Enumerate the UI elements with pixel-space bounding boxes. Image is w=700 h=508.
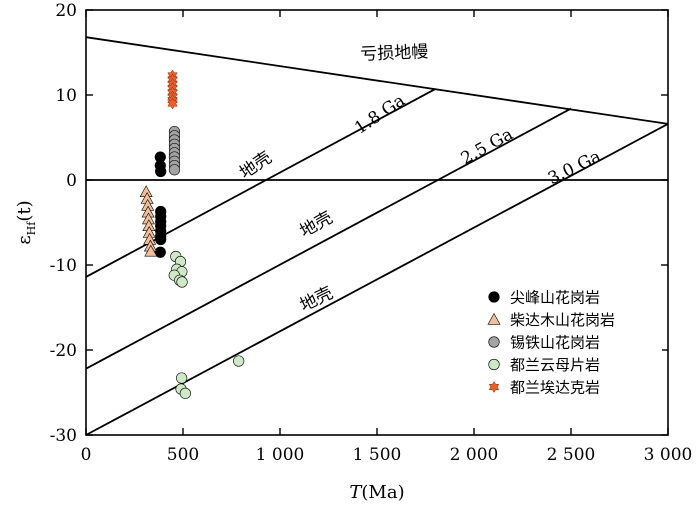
x-tick-label: 2 500 [547,445,596,465]
x-tick-label: 1 500 [353,445,402,465]
y-tick-label: 0 [66,171,77,191]
series-5 [167,69,178,110]
y-axis-title-sub: Hf [25,221,38,236]
legend-marker-3 [488,336,500,348]
legend-label-3: 锡铁山花岗岩 [510,334,600,352]
data-point [176,372,188,384]
x-axis-title: T(Ma) [349,482,404,503]
y-tick-label: -10 [50,256,77,276]
x-tick-label: 500 [167,445,199,465]
x-axis-title-main: T [349,482,363,503]
legend-marker-5 [488,381,500,393]
data-point [154,246,166,258]
data-point [167,97,178,110]
y-axis-title-main: ε [14,235,35,244]
annotation-1-8-ga: 1.8 Ga [351,91,409,139]
y-axis-title-rest: (t) [14,200,35,221]
y-tick-label: 20 [55,1,77,21]
series-1 [154,151,167,258]
axis-ticks: 0 500 1 000 1 500 2 000 2 500 3 000 20 10 0 -10 -20… [50,1,693,465]
legend-marker-2 [487,312,501,325]
reference-line-2-5-ga [85,107,572,370]
y-axis-title: εHf(t) [14,200,38,244]
y-tick-label: -30 [50,426,77,446]
annotation-label: 亏损地幔 [360,42,429,65]
y-tick-label: -20 [50,341,77,361]
legend-label-2: 柴达木山花岗岩 [510,311,615,329]
data-point [168,164,181,176]
data-points [139,69,245,399]
data-point [176,276,188,288]
x-axis-title-unit: (Ma) [361,482,404,503]
x-tick-label: 3 000 [644,445,693,465]
data-point [144,244,158,257]
series-3 [168,125,181,176]
legend-label-4: 都兰云母片岩 [510,356,600,374]
legend-label-1: 尖峰山花岗岩 [510,289,600,307]
data-point [155,233,167,246]
legend-label-5: 都兰埃达克岩 [510,379,600,397]
series-2 [139,185,158,257]
data-point [233,355,245,367]
annotation-3-0-ga: 3.0 Ga [545,147,604,190]
data-point [155,165,167,178]
legend-background [482,285,662,402]
legend-marker-1 [488,291,500,303]
x-tick-label: 0 [81,445,92,465]
x-tick-label: 2 000 [450,445,499,465]
y-tick-label: 10 [55,86,77,106]
x-tick-label: 1 000 [256,445,305,465]
series-4 [168,250,245,399]
reference-line-1-8-ga [85,88,436,278]
data-point [179,387,191,399]
annotation-2-5-ga: 2.5 Ga [458,124,517,169]
legend-marker-4 [488,358,500,371]
